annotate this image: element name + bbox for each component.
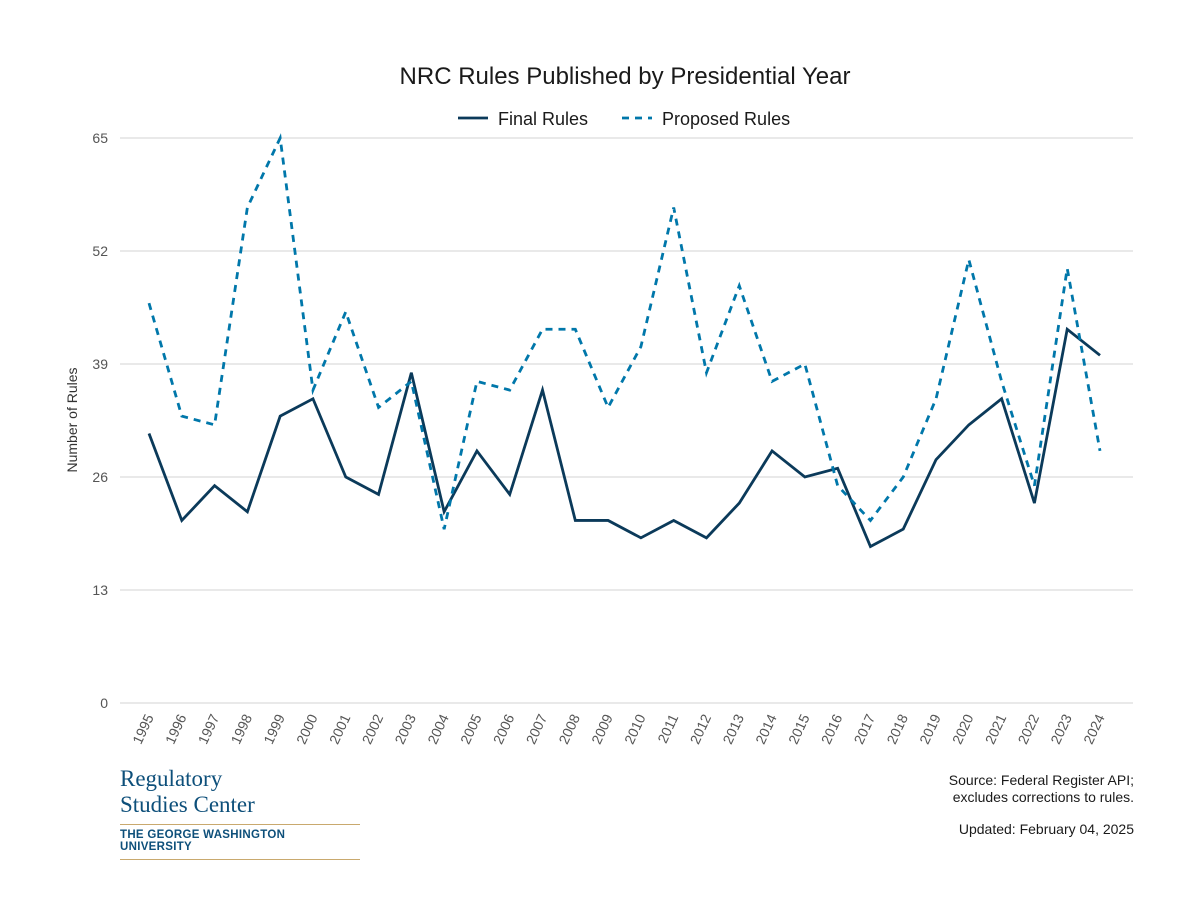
x-tick-label: 2000 <box>293 711 321 746</box>
source-line-2: excludes corrections to rules. <box>952 789 1134 805</box>
x-tick-label: 1996 <box>162 711 190 746</box>
x-tick-label: 2013 <box>719 711 747 746</box>
x-tick-label: 2014 <box>752 711 780 746</box>
chart-title: NRC Rules Published by Presidential Year <box>400 63 851 90</box>
y-axis-ticks: 0 13 26 39 52 65 <box>92 130 108 711</box>
series-line-1 <box>147 133 1102 530</box>
y-tick-label: 26 <box>92 469 108 485</box>
x-tick-label: 1998 <box>227 711 255 746</box>
y-tick-label: 39 <box>92 356 108 372</box>
y-axis-label: Number of Rules <box>64 367 80 472</box>
x-tick-label: 2006 <box>490 711 518 746</box>
x-tick-label: 2011 <box>654 711 681 745</box>
x-tick-label: 2010 <box>621 711 649 746</box>
x-tick-label: 2004 <box>424 711 452 746</box>
x-tick-label: 2003 <box>391 711 419 746</box>
x-tick-label: 1995 <box>129 711 157 746</box>
x-axis-ticks: 1995 1996 1997 1998 1999 2000 2001 2002 2003 2004… <box>129 711 1108 746</box>
updated-date: Updated: February 04, 2025 <box>958 821 1134 837</box>
legend-label: Final Rules <box>498 109 588 129</box>
rsc-logo: Regulatory Studies Center THE GEORGE WAS… <box>120 766 360 864</box>
x-tick-label: 2023 <box>1047 711 1075 746</box>
gridlines <box>120 137 1133 704</box>
x-tick-label: 1999 <box>260 711 288 746</box>
x-tick-label: 2020 <box>949 711 977 746</box>
legend: Final Rules Proposed Rules <box>458 109 790 129</box>
logo-rule-bottom <box>120 859 360 860</box>
x-tick-label: 1997 <box>195 711 223 746</box>
x-tick-label: 2009 <box>588 711 616 746</box>
x-tick-label: 2016 <box>818 711 846 746</box>
source-note: Source: Federal Register API; excludes c… <box>949 772 1134 806</box>
x-tick-label: 2021 <box>982 711 1010 746</box>
legend-label: Proposed Rules <box>662 109 790 129</box>
y-tick-label: 65 <box>92 130 108 146</box>
x-tick-label: 2017 <box>850 711 878 746</box>
x-tick-label: 2012 <box>687 711 715 746</box>
logo-rule <box>120 824 360 825</box>
x-tick-label: 2007 <box>523 711 551 746</box>
series-line-0 <box>147 326 1101 549</box>
x-tick-label: 2002 <box>359 711 387 746</box>
x-tick-label: 2001 <box>326 711 354 746</box>
x-tick-label: 2019 <box>916 711 944 746</box>
series-lines <box>147 133 1102 549</box>
y-tick-label: 13 <box>92 582 108 598</box>
x-tick-label: 2022 <box>1014 711 1042 746</box>
logo-line-1: Regulatory <box>120 766 223 791</box>
x-tick-label: 2015 <box>785 711 813 746</box>
x-tick-label: 2008 <box>555 711 583 746</box>
y-tick-label: 0 <box>100 695 108 711</box>
logo-line-2: Studies Center <box>120 792 255 817</box>
x-tick-label: 2024 <box>1080 711 1108 746</box>
x-tick-label: 2018 <box>883 711 911 746</box>
logo-university: THE GEORGE WASHINGTON UNIVERSITY <box>120 829 286 853</box>
y-tick-label: 52 <box>92 243 108 259</box>
x-tick-label: 2005 <box>457 711 485 746</box>
source-line-1: Source: Federal Register API; <box>948 772 1134 788</box>
